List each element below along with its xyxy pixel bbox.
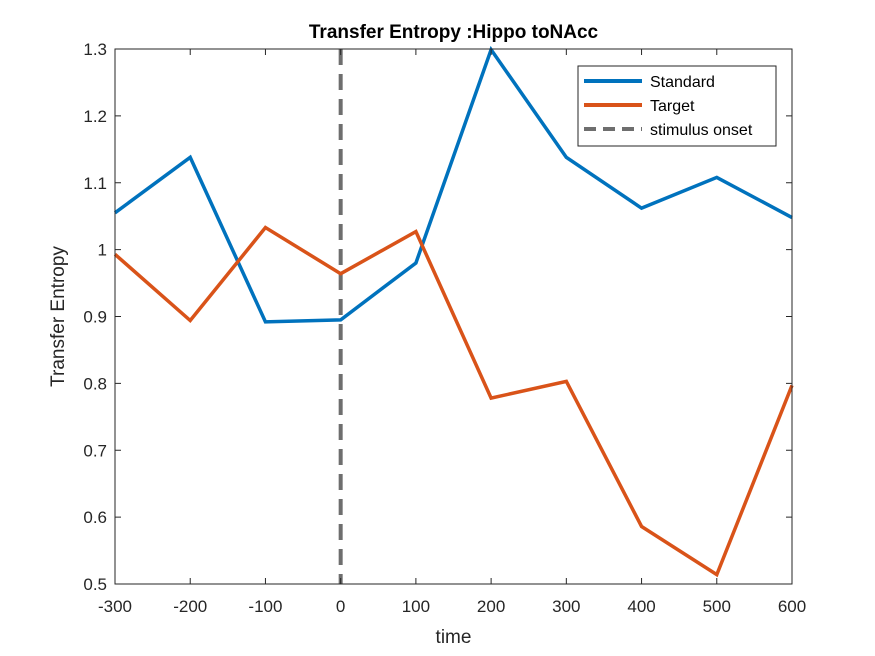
legend-label: Standard xyxy=(650,74,715,91)
legend: Standard Target stimulus onset xyxy=(577,65,777,147)
legend-label: stimulus onset xyxy=(650,122,753,139)
x-tick-label: -300 xyxy=(98,597,132,616)
x-tick-label: 200 xyxy=(477,597,505,616)
x-tick-label: 500 xyxy=(703,597,731,616)
y-tick-label: 1 xyxy=(98,241,107,260)
x-tick-label: 300 xyxy=(552,597,580,616)
x-tick-label: 600 xyxy=(778,597,806,616)
ticks-layer: -300 -200 -100 0 100 200 300 400 500 600 0.5 0.6 0.7… xyxy=(83,40,806,616)
series-layer xyxy=(113,45,794,578)
x-tick-label: 100 xyxy=(402,597,430,616)
series-line-standard xyxy=(113,45,793,324)
y-tick-label: 1.2 xyxy=(83,107,107,126)
y-tick-label: 1.3 xyxy=(83,40,107,59)
y-tick-label: 0.5 xyxy=(83,575,107,594)
legend-label: Target xyxy=(650,98,695,115)
y-axis-label: Transfer Entropy xyxy=(48,246,69,387)
y-tick-label: 0.8 xyxy=(83,374,107,393)
chart-title: Transfer Entropy :Hippo toNAcc xyxy=(309,22,599,43)
x-tick-label: 400 xyxy=(627,597,655,616)
y-tick-label: 0.7 xyxy=(83,441,107,460)
y-tick-label: 1.1 xyxy=(83,174,107,193)
x-tick-label: -200 xyxy=(173,597,207,616)
y-tick-label: 0.6 xyxy=(83,508,107,527)
x-axis-label: time xyxy=(436,627,472,648)
x-tick-label: 0 xyxy=(336,597,345,616)
series-line-target xyxy=(113,225,794,578)
y-tick-label: 0.9 xyxy=(83,308,107,327)
x-tick-label: -100 xyxy=(248,597,282,616)
